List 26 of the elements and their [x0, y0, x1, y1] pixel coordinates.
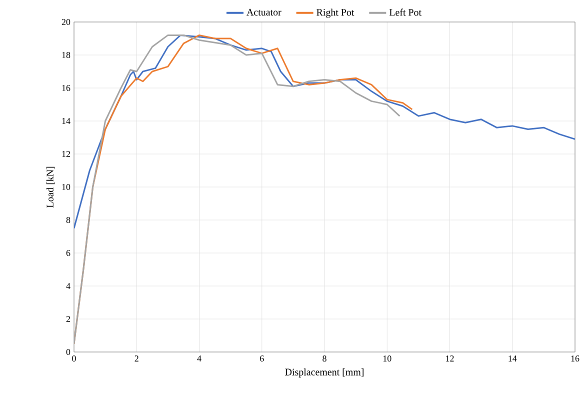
y-tick-label: 16: [62, 84, 70, 92]
y-tick-label: 6: [66, 250, 70, 256]
line-series: [74, 34, 576, 229]
y-tick-label: 18: [62, 52, 70, 58]
y-tick-label: 10: [62, 184, 70, 190]
legend-label: Actuator: [246, 8, 282, 16]
legend-label: Left Pot: [389, 8, 422, 16]
x-tick-label: 14: [508, 356, 517, 362]
y-tick-label: 2: [66, 316, 70, 322]
x-tick-label: 10: [383, 356, 392, 362]
x-tick-label: 12: [446, 356, 454, 362]
x-axis-title: Displacement [mm]: [285, 368, 364, 378]
x-tick-label: 4: [197, 356, 202, 362]
x-tick-label: 8: [322, 356, 326, 362]
y-tick-label: 12: [62, 151, 70, 157]
y-tick-label: 8: [66, 216, 70, 224]
y-axis-title: Load [kN]: [46, 166, 55, 208]
legend-label: Right Pot: [316, 8, 354, 18]
y-tick-label: 4: [66, 283, 70, 289]
x-tick-label: 2: [134, 356, 138, 362]
x-tick-label: 0: [72, 356, 76, 362]
y-tick-label: 14: [62, 118, 70, 124]
y-tick-label: 0: [66, 348, 70, 356]
x-tick-label: 6: [260, 356, 264, 362]
y-tick-label: 20: [62, 18, 70, 26]
x-tick-label: 16: [571, 356, 580, 362]
